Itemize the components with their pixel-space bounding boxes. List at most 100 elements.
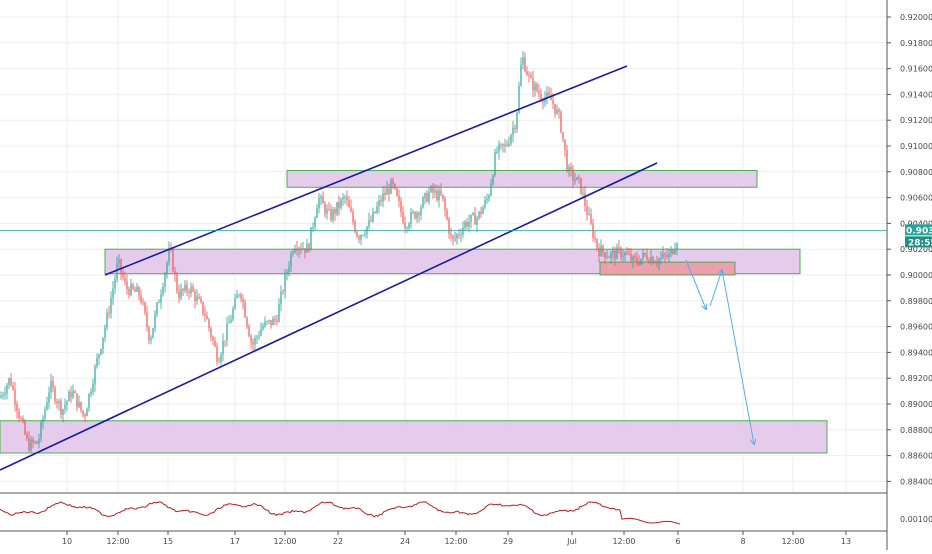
candle-body bbox=[36, 441, 38, 444]
candle-body bbox=[6, 385, 8, 394]
candle-body bbox=[228, 322, 230, 324]
x-tick-label: 13 bbox=[841, 537, 851, 546]
candle-body bbox=[222, 340, 224, 355]
oscillator-line bbox=[0, 501, 681, 525]
candle bbox=[512, 120, 514, 143]
candle-body bbox=[610, 253, 612, 258]
candle-body bbox=[254, 337, 256, 345]
candle bbox=[596, 238, 598, 251]
candle bbox=[184, 279, 186, 294]
candle-body bbox=[274, 318, 276, 321]
candle-body bbox=[322, 196, 324, 204]
candle bbox=[576, 176, 578, 181]
candle-body bbox=[602, 245, 604, 253]
candle bbox=[192, 283, 194, 293]
candle bbox=[650, 249, 652, 266]
candle-body bbox=[536, 83, 538, 92]
candle-body bbox=[202, 301, 204, 314]
x-tick-label: 29 bbox=[503, 537, 513, 546]
candle bbox=[424, 192, 426, 205]
trendline-lower bbox=[0, 162, 658, 471]
candle-body bbox=[102, 337, 104, 350]
candle-body bbox=[176, 274, 178, 292]
candle bbox=[198, 293, 200, 300]
candle-body bbox=[292, 252, 294, 254]
candle bbox=[36, 440, 38, 444]
candle-body bbox=[630, 254, 632, 262]
candle-body bbox=[618, 247, 620, 249]
candle-body bbox=[64, 405, 66, 410]
candle-body bbox=[216, 346, 218, 362]
candle bbox=[238, 293, 240, 298]
candle-body bbox=[562, 132, 564, 140]
candle-body bbox=[654, 262, 656, 264]
candle-body bbox=[84, 414, 86, 417]
candle-body bbox=[8, 378, 10, 386]
candle-body bbox=[508, 143, 510, 146]
candle-body bbox=[550, 95, 552, 101]
candle bbox=[48, 386, 50, 410]
candle bbox=[402, 206, 404, 224]
candle-body bbox=[28, 438, 30, 451]
candle bbox=[270, 320, 272, 329]
candle-body bbox=[454, 238, 456, 240]
candle bbox=[364, 229, 366, 238]
candle-body bbox=[380, 200, 382, 202]
candle bbox=[546, 85, 548, 105]
candle bbox=[134, 286, 136, 292]
candle bbox=[418, 211, 420, 223]
candle bbox=[392, 177, 394, 190]
candle bbox=[248, 323, 250, 338]
candle-body bbox=[172, 249, 174, 272]
candle bbox=[456, 233, 458, 245]
candle-body bbox=[312, 226, 314, 228]
candle-body bbox=[538, 91, 540, 95]
candle bbox=[66, 400, 68, 412]
candle-body bbox=[378, 200, 380, 207]
candle bbox=[214, 336, 216, 348]
candle-body bbox=[314, 217, 316, 227]
candle-body bbox=[608, 257, 610, 259]
candle bbox=[514, 124, 516, 134]
candle bbox=[538, 84, 540, 99]
candle bbox=[468, 214, 470, 233]
candle bbox=[472, 211, 474, 216]
candle-body bbox=[106, 312, 108, 328]
candle-body bbox=[306, 243, 308, 253]
candle bbox=[106, 308, 108, 331]
candle bbox=[204, 306, 206, 322]
candle-body bbox=[12, 385, 14, 390]
candle-body bbox=[24, 421, 26, 435]
candle-body bbox=[316, 208, 318, 218]
candle-body bbox=[624, 252, 626, 256]
candle bbox=[90, 388, 92, 398]
candle-body bbox=[436, 190, 438, 201]
candle bbox=[230, 314, 232, 323]
candle bbox=[660, 251, 662, 265]
candle bbox=[302, 241, 304, 251]
candle-body bbox=[110, 298, 112, 314]
candle-body bbox=[428, 191, 430, 202]
candle-body bbox=[298, 248, 300, 251]
candle bbox=[676, 242, 678, 256]
candle bbox=[588, 206, 590, 216]
y-tick-label: 0.91800 bbox=[900, 39, 932, 48]
candle bbox=[644, 252, 646, 258]
y-tick-label: 0.89200 bbox=[900, 374, 932, 383]
candle bbox=[388, 183, 390, 202]
candle-body bbox=[464, 221, 466, 228]
candle bbox=[124, 271, 126, 286]
candle-body bbox=[38, 438, 40, 444]
candle bbox=[70, 386, 72, 403]
candle bbox=[328, 201, 330, 212]
candle bbox=[568, 163, 570, 177]
candle-body bbox=[674, 249, 676, 254]
candle bbox=[18, 408, 20, 423]
candle bbox=[20, 415, 22, 421]
candle bbox=[60, 398, 62, 420]
candle-body bbox=[514, 127, 516, 130]
candle-body bbox=[386, 188, 388, 196]
candle-body bbox=[488, 195, 490, 199]
